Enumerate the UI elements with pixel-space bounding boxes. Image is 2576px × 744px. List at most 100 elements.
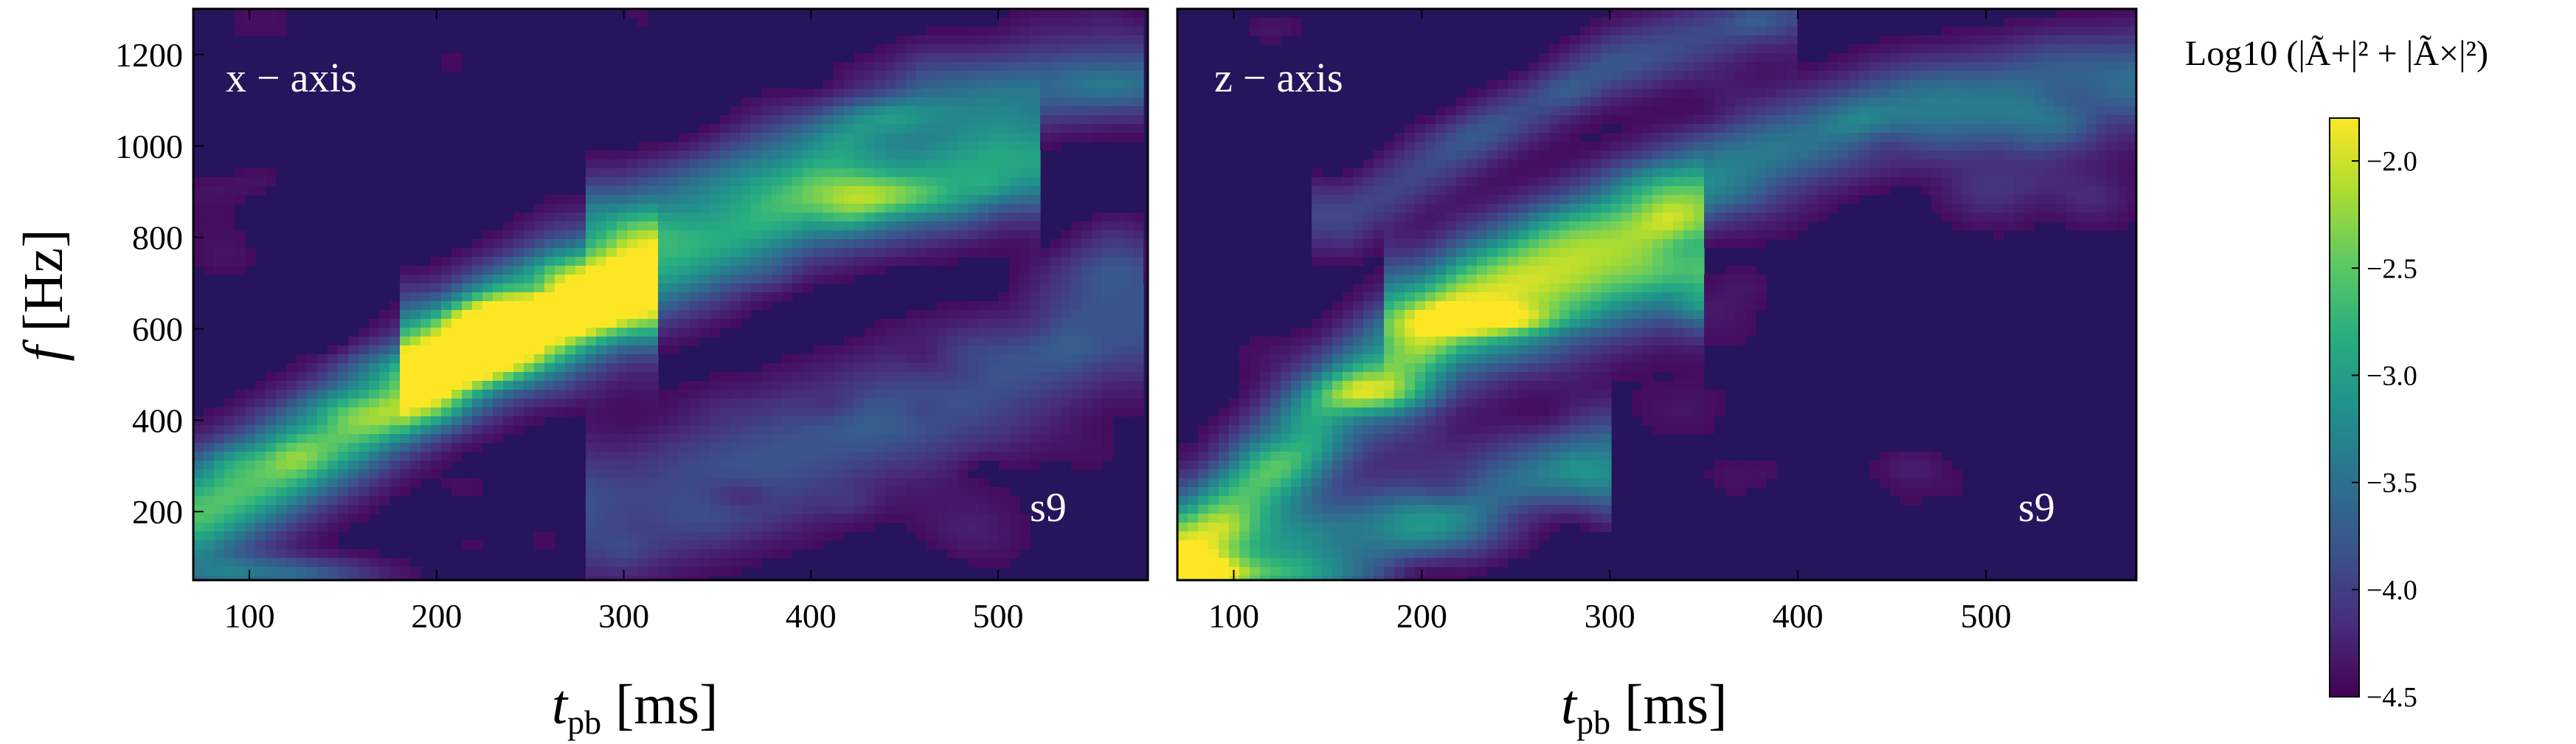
heatmap-cell: [224, 239, 235, 249]
heatmap-cell: [988, 142, 1000, 151]
heatmap-cell: [359, 407, 370, 417]
heatmap-cell: [916, 221, 927, 231]
heatmap-cell: [2076, 142, 2087, 151]
heatmap-cell: [834, 505, 845, 514]
heatmap-cell: [1528, 71, 1540, 80]
heatmap-cell: [1776, 18, 1787, 27]
heatmap-cell: [637, 18, 648, 27]
heatmap-cell: [772, 239, 783, 249]
heatmap-cell: [1092, 372, 1103, 382]
heatmap-cell: [916, 514, 927, 523]
heatmap-cell: [606, 576, 617, 580]
heatmap-cell: [1528, 186, 1540, 196]
heatmap-cell: [338, 434, 349, 444]
heatmap-cell: [1009, 35, 1020, 45]
heatmap-cell: [751, 106, 762, 116]
heatmap-cell: [730, 399, 741, 408]
heatmap-cell: [2097, 27, 2108, 36]
heatmap-cell: [761, 213, 772, 222]
heatmap-cell: [658, 186, 669, 196]
heatmap-cell: [1436, 177, 1447, 187]
heatmap-cell: [927, 461, 938, 470]
heatmap-cell: [2066, 168, 2077, 178]
heatmap-cell: [2024, 115, 2035, 125]
heatmap-cell: [627, 514, 638, 523]
heatmap-cell: [875, 53, 886, 63]
heatmap-cell: [803, 248, 814, 258]
heatmap-cell: [1040, 266, 1051, 275]
heatmap-cell: [1394, 186, 1405, 196]
heatmap-cell: [1776, 168, 1787, 178]
heatmap-cell: [286, 452, 297, 461]
heatmap-cell: [276, 399, 287, 408]
heatmap-cell: [1942, 133, 1953, 142]
heatmap-cell: [1446, 186, 1457, 196]
heatmap-cell: [875, 133, 886, 142]
heatmap-cell: [2035, 97, 2046, 107]
heatmap-cell: [1477, 106, 1488, 116]
heatmap-cell: [658, 292, 669, 302]
heatmap-cell: [1092, 283, 1103, 293]
heatmap-cell: [586, 452, 597, 461]
heatmap-cell: [379, 337, 390, 346]
heatmap-cell: [741, 177, 752, 187]
heatmap-cell: [410, 372, 421, 382]
heatmap-cell: [947, 549, 958, 559]
heatmap-cell: [214, 407, 225, 417]
heatmap-cell: [2127, 186, 2136, 196]
heatmap-cell: [627, 496, 638, 506]
heatmap-cell: [1673, 27, 1684, 36]
heatmap-cell: [493, 345, 504, 355]
heatmap-cell: [1642, 159, 1653, 169]
heatmap-cell: [803, 505, 814, 514]
heatmap-cell: [668, 195, 679, 204]
heatmap-cell: [720, 390, 731, 399]
heatmap-cell: [1050, 80, 1062, 89]
heatmap-cell: [689, 266, 700, 275]
heatmap-cell: [204, 443, 215, 452]
heatmap-cell: [400, 567, 411, 576]
heatmap-cell: [338, 372, 349, 382]
heatmap-cell: [1735, 9, 1746, 18]
heatmap-cell: [968, 319, 979, 328]
heatmap-cell: [668, 275, 679, 284]
heatmap-cell: [493, 230, 504, 240]
heatmap-cell: [359, 558, 370, 568]
heatmap-cell: [575, 239, 586, 249]
heatmap-cell: [865, 115, 876, 125]
heatmap-cell: [606, 319, 617, 328]
heatmap-cell: [493, 337, 504, 346]
heatmap-cell: [1071, 319, 1082, 328]
heatmap-cell: [1973, 159, 1984, 169]
heatmap-cell: [1621, 168, 1632, 178]
heatmap-cell: [1993, 71, 2004, 80]
heatmap-cell: [958, 487, 969, 497]
heatmap-cell: [359, 505, 370, 514]
heatmap-cell: [204, 407, 215, 417]
heatmap-cell: [637, 204, 648, 213]
heatmap-cell: [668, 425, 679, 435]
heatmap-cell: [1322, 177, 1333, 187]
x-tick-label: 400: [786, 597, 837, 635]
heatmap-cell: [1652, 177, 1663, 187]
heatmap-cell: [235, 443, 246, 452]
heatmap-cell: [772, 89, 783, 98]
heatmap-cell: [658, 337, 669, 346]
heatmap-cell: [875, 151, 886, 160]
y-tick-label: 800: [132, 219, 183, 257]
heatmap-cell: [710, 328, 721, 337]
heatmap-cell: [1673, 142, 1684, 151]
heatmap-cell: [885, 115, 896, 125]
heatmap-cell: [906, 159, 917, 169]
heatmap-cell: [617, 558, 628, 568]
heatmap-cell: [245, 469, 256, 479]
heatmap-cell: [534, 248, 545, 258]
heatmap-cell: [193, 221, 204, 231]
heatmap-cell: [2107, 44, 2118, 54]
heatmap-cell: [1559, 159, 1571, 169]
heatmap-cell: [369, 337, 380, 346]
heatmap-cell: [617, 381, 628, 390]
heatmap-cell: [648, 213, 659, 222]
heatmap-cell: [1590, 159, 1602, 169]
heatmap-cell: [896, 230, 907, 240]
